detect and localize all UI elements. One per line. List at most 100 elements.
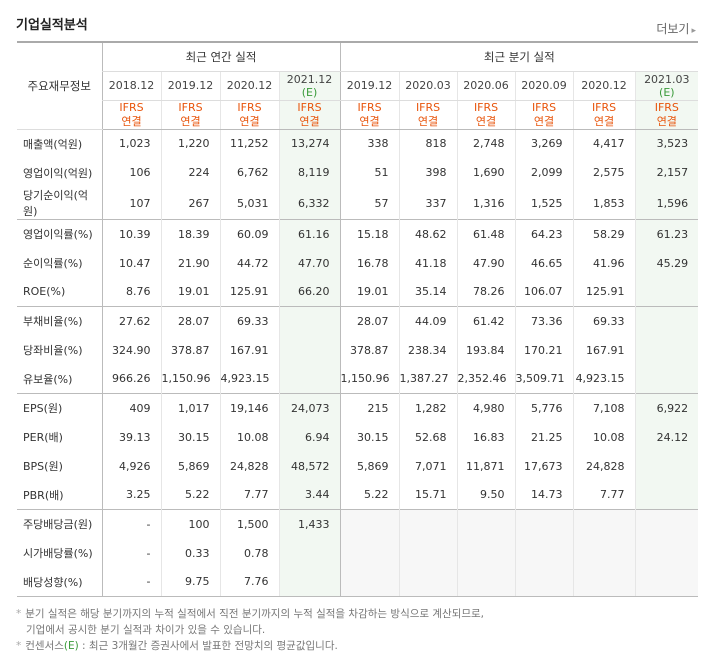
quarter-value	[634, 538, 699, 568]
quarter-value: 48.62	[398, 219, 458, 249]
more-link[interactable]: 더보기 ▸	[656, 20, 696, 37]
annual-value: 47.70	[278, 248, 341, 278]
quarter-header: 최근 분기 실적	[339, 41, 699, 72]
quarter-date: 2019.12	[339, 71, 400, 101]
quarter-value: 16.83	[456, 422, 516, 452]
annual-value: 7.77	[219, 480, 279, 510]
quarter-value: 61.42	[456, 306, 516, 336]
quarter-value: 1,316	[456, 187, 516, 220]
quarter-value: 21.25	[514, 422, 574, 452]
quarter-value: 125.91	[572, 277, 636, 307]
quarter-value	[398, 509, 458, 539]
quarter-value: 44.09	[398, 306, 458, 336]
quarter-value	[634, 306, 699, 336]
table-row: EPS(원) 409 1,017 19,146 24,073 215 1,282 4,980 5…	[17, 393, 699, 423]
annual-value: 107	[101, 187, 161, 220]
table-row: BPS(원) 4,926 5,869 24,828 48,572 5,869 7,071 11…	[17, 451, 699, 481]
table-row: ROE(%) 8.76 19.01 125.91 66.20 19.01 35.14 78.2…	[17, 277, 699, 307]
quarter-value: 1,387.27	[398, 364, 458, 394]
quarter-value: 215	[339, 393, 400, 423]
quarter-value	[339, 538, 400, 568]
quarter-value: 167.91	[572, 335, 636, 365]
annual-value: 39.13	[101, 422, 161, 452]
annual-value: 8,119	[278, 158, 341, 187]
bullet-icon: *	[16, 640, 22, 652]
quarter-value: 64.23	[514, 219, 574, 249]
quarter-value: 73.36	[514, 306, 574, 336]
quarter-value: 5,869	[339, 451, 400, 481]
quarter-value	[572, 567, 636, 597]
row-label: 영업이익률(%)	[17, 219, 102, 249]
annual-value: 1,017	[160, 393, 220, 423]
annual-value: 4,926	[101, 451, 161, 481]
table-row: 부채비율(%) 27.62 28.07 69.33 28.07 44.09 61.42 73.…	[17, 306, 699, 336]
annual-value: -	[101, 538, 161, 568]
quarter-value: 52.68	[398, 422, 458, 452]
quarter-value: 2,352.46	[456, 364, 516, 394]
ifrs-text: IFRS	[357, 100, 382, 114]
ifrs-label: IFRS 연결	[160, 100, 220, 130]
quarter-value: 398	[398, 158, 458, 187]
quarter-value	[634, 335, 699, 365]
table-row: 순이익률(%) 10.47 21.90 44.72 47.70 16.78 41.18 47.…	[17, 248, 699, 278]
quarter-value: 170.21	[514, 335, 574, 365]
quarter-value	[572, 538, 636, 568]
annual-value: 224	[160, 158, 220, 187]
quarter-value: 2,157	[634, 158, 699, 187]
quarter-value: 30.15	[339, 422, 400, 452]
row-label: 당좌비율(%)	[17, 335, 102, 365]
annual-value: 125.91	[219, 277, 279, 307]
quarter-value: 106.07	[514, 277, 574, 307]
annual-value	[278, 364, 341, 394]
row-label: 당기순이익(억원)	[17, 187, 102, 220]
annual-value: 267	[160, 187, 220, 220]
quarter-value: 58.29	[572, 219, 636, 249]
annual-value: 4,923.15	[219, 364, 279, 394]
annual-value: -	[101, 509, 161, 539]
quarter-value: 15.71	[398, 480, 458, 510]
annual-value: 24,828	[219, 451, 279, 481]
quarter-value: 57	[339, 187, 400, 220]
quarter-date: 2020.12	[572, 71, 636, 101]
annual-value	[278, 306, 341, 336]
annual-value: 7.76	[219, 567, 279, 597]
row-label: 시가배당률(%)	[17, 538, 102, 568]
footnote-2-text: : 최근 3개월간 증권사에서 발표한 전망치의 평균값입니다.	[78, 640, 338, 652]
quarter-value	[398, 538, 458, 568]
table-row: PER(배) 39.13 30.15 10.08 6.94 30.15 52.68 16.83…	[17, 422, 699, 452]
financial-table-body: 매출액(억원) 1,023 1,220 11,252 13,274 338 818 2,748…	[17, 129, 699, 597]
annual-value: 3.44	[278, 480, 341, 510]
annual-value: 21.90	[160, 248, 220, 278]
annual-value: 66.20	[278, 277, 341, 307]
quarter-value: 28.07	[339, 306, 400, 336]
quarter-value: 24.12	[634, 422, 699, 452]
quarter-date: 2020.03	[398, 71, 458, 101]
annual-value: 1,023	[101, 129, 161, 158]
quarter-value: 2,748	[456, 129, 516, 158]
row-label: PER(배)	[17, 422, 102, 452]
quarter-value	[514, 509, 574, 539]
quarter-value: 3,269	[514, 129, 574, 158]
annual-value: 44.72	[219, 248, 279, 278]
ifrs-text: IFRS	[531, 100, 557, 114]
quarter-value: 47.90	[456, 248, 516, 278]
quarter-value	[514, 538, 574, 568]
annual-value: 19,146	[219, 393, 279, 423]
quarter-value: 2,575	[572, 158, 636, 187]
consolidated-text: 연결	[299, 114, 320, 128]
header-group-row: 주요재무정보 최근 연간 실적 최근 분기 실적	[17, 41, 699, 130]
row-label: 매출액(억원)	[17, 129, 102, 158]
quarter-value: 78.26	[456, 277, 516, 307]
annual-value: 6,762	[219, 158, 279, 187]
annual-value: 6,332	[278, 187, 341, 220]
quarter-value: 19.01	[339, 277, 400, 307]
table-row: PBR(배) 3.25 5.22 7.77 3.44 5.22 15.71 9.50 14.73…	[17, 480, 699, 510]
quarter-value	[339, 567, 400, 597]
row-label: EPS(원)	[17, 393, 102, 423]
quarter-value	[634, 451, 699, 481]
ifrs-label: IFRS 연결	[339, 100, 400, 130]
annual-value: -	[101, 567, 161, 597]
bullet-icon: *	[16, 608, 22, 620]
estimate-mark: (E)	[659, 85, 675, 99]
more-link-label: 더보기	[656, 22, 690, 36]
